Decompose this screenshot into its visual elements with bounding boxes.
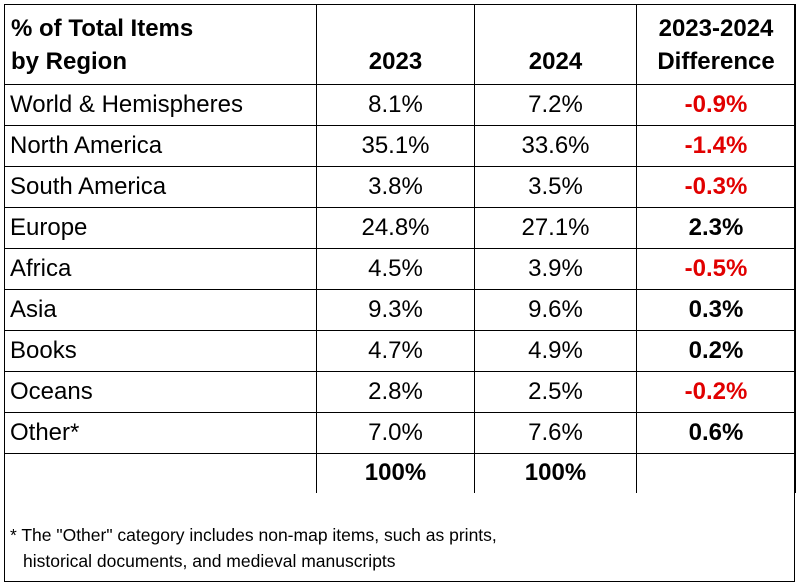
table-row: Europe 24.8% 27.1% 2.3% bbox=[4, 207, 796, 249]
year-2024-header: 2024 bbox=[474, 4, 637, 85]
value-2023-cell: 8.1% bbox=[316, 84, 475, 126]
footnote: * The "Other" category includes non-map … bbox=[10, 522, 497, 574]
value-2023-cell: 7.0% bbox=[316, 412, 475, 454]
footnote-line2: historical documents, and medieval manus… bbox=[23, 551, 396, 571]
region-cell: Europe bbox=[4, 207, 317, 249]
total-diff-blank bbox=[636, 453, 796, 493]
table-row: Books 4.7% 4.9% 0.2% bbox=[4, 330, 796, 372]
difference-header-line1: 2023-2024 bbox=[658, 15, 774, 42]
difference-cell: -0.2% bbox=[636, 371, 796, 413]
value-2024-cell: 3.9% bbox=[474, 248, 637, 290]
value-2024-cell: 7.2% bbox=[474, 84, 637, 126]
region-column-header: % of Total Items by Region bbox=[4, 4, 317, 85]
region-header-line1: % of Total Items bbox=[11, 15, 194, 42]
table-row: North America 35.1% 33.6% -1.4% bbox=[4, 125, 796, 167]
difference-cell: 0.3% bbox=[636, 289, 796, 331]
difference-header: 2023-2024 Difference bbox=[636, 4, 796, 85]
table-row: Other* 7.0% 7.6% 0.6% bbox=[4, 412, 796, 454]
table-row: Asia 9.3% 9.6% 0.3% bbox=[4, 289, 796, 331]
value-2023-cell: 3.8% bbox=[316, 166, 475, 208]
table-row: Oceans 2.8% 2.5% -0.2% bbox=[4, 371, 796, 413]
value-2023-cell: 24.8% bbox=[316, 207, 475, 249]
difference-header-line2: Difference bbox=[657, 48, 775, 75]
difference-cell: 0.6% bbox=[636, 412, 796, 454]
region-share-table: % of Total Items by Region 2023 2024 202… bbox=[4, 4, 796, 493]
table-row: Africa 4.5% 3.9% -0.5% bbox=[4, 248, 796, 290]
value-2024-cell: 2.5% bbox=[474, 371, 637, 413]
table-row: World & Hemispheres 8.1% 7.2% -0.9% bbox=[4, 84, 796, 126]
difference-cell: -0.9% bbox=[636, 84, 796, 126]
region-cell: North America bbox=[4, 125, 317, 167]
totals-blank-cell bbox=[4, 453, 317, 493]
value-2023-cell: 4.5% bbox=[316, 248, 475, 290]
total-2023: 100% bbox=[316, 453, 475, 493]
region-cell: Other* bbox=[4, 412, 317, 454]
table-row: South America 3.8% 3.5% -0.3% bbox=[4, 166, 796, 208]
footnote-line1: * The "Other" category includes non-map … bbox=[10, 525, 497, 545]
difference-cell: 2.3% bbox=[636, 207, 796, 249]
value-2024-cell: 27.1% bbox=[474, 207, 637, 249]
value-2023-cell: 9.3% bbox=[316, 289, 475, 331]
region-cell: World & Hemispheres bbox=[4, 84, 317, 126]
region-cell: Oceans bbox=[4, 371, 317, 413]
totals-row: 100% 100% bbox=[4, 453, 796, 493]
value-2023-cell: 4.7% bbox=[316, 330, 475, 372]
year-2023-header: 2023 bbox=[316, 4, 475, 85]
value-2023-cell: 2.8% bbox=[316, 371, 475, 413]
difference-cell: -1.4% bbox=[636, 125, 796, 167]
region-cell: South America bbox=[4, 166, 317, 208]
value-2024-cell: 4.9% bbox=[474, 330, 637, 372]
difference-cell: 0.2% bbox=[636, 330, 796, 372]
difference-cell: -0.3% bbox=[636, 166, 796, 208]
header-row: % of Total Items by Region 2023 2024 202… bbox=[4, 4, 796, 85]
difference-cell: -0.5% bbox=[636, 248, 796, 290]
region-cell: Books bbox=[4, 330, 317, 372]
value-2023-cell: 35.1% bbox=[316, 125, 475, 167]
region-header-line2: by Region bbox=[11, 48, 128, 75]
value-2024-cell: 7.6% bbox=[474, 412, 637, 454]
total-2024: 100% bbox=[474, 453, 637, 493]
region-cell: Africa bbox=[4, 248, 317, 290]
value-2024-cell: 9.6% bbox=[474, 289, 637, 331]
value-2024-cell: 33.6% bbox=[474, 125, 637, 167]
region-cell: Asia bbox=[4, 289, 317, 331]
value-2024-cell: 3.5% bbox=[474, 166, 637, 208]
